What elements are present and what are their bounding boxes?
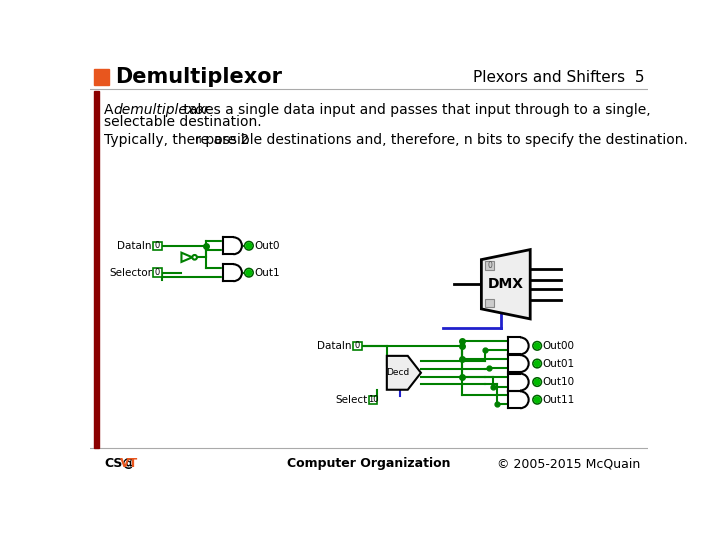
Text: 10: 10	[368, 395, 378, 404]
Text: selectable destination.: selectable destination.	[104, 115, 261, 129]
Bar	[153, 241, 162, 250]
Text: Out10: Out10	[543, 377, 575, 387]
Bar	[353, 342, 361, 350]
Circle shape	[245, 268, 253, 277]
Circle shape	[534, 397, 540, 402]
Circle shape	[534, 361, 540, 366]
Text: takes a single data input and passes that input through to a single,: takes a single data input and passes tha…	[179, 103, 651, 117]
Text: DataIn: DataIn	[318, 341, 352, 351]
Text: Selector: Selector	[109, 268, 152, 278]
Text: possible destinations and, therefore, n bits to specify the destination.: possible destinations and, therefore, n …	[201, 132, 688, 146]
Bar	[485, 261, 494, 269]
Circle shape	[246, 243, 251, 248]
Text: Demultiplexor: Demultiplexor	[114, 67, 282, 87]
Text: Typically, there are 2: Typically, there are 2	[104, 132, 249, 146]
Polygon shape	[387, 356, 421, 390]
Text: A: A	[104, 103, 118, 117]
Text: © 2005-2015 McQuain: © 2005-2015 McQuain	[497, 457, 640, 470]
Bar	[369, 395, 377, 404]
Polygon shape	[508, 355, 528, 372]
Circle shape	[533, 395, 541, 404]
Circle shape	[534, 379, 540, 384]
Bar	[94, 70, 109, 85]
Text: Select: Select	[336, 395, 367, 405]
Polygon shape	[222, 264, 242, 281]
Text: Out0: Out0	[254, 241, 280, 251]
Text: 0: 0	[155, 241, 160, 250]
Circle shape	[192, 255, 197, 260]
Text: Out01: Out01	[543, 359, 575, 369]
Text: Out1: Out1	[254, 268, 280, 278]
Circle shape	[534, 343, 540, 348]
Text: DMX: DMX	[487, 277, 523, 291]
Text: VT: VT	[120, 457, 138, 470]
Text: demultiplexor: demultiplexor	[113, 103, 210, 117]
Circle shape	[533, 378, 541, 386]
Polygon shape	[508, 392, 528, 408]
Polygon shape	[508, 338, 528, 354]
Text: Computer Organization: Computer Organization	[287, 457, 451, 470]
Circle shape	[246, 270, 251, 275]
Bar	[485, 299, 494, 307]
Text: Plexors and Shifters  5: Plexors and Shifters 5	[472, 70, 644, 85]
Text: Out00: Out00	[543, 341, 575, 351]
Circle shape	[245, 241, 253, 250]
Bar	[153, 268, 162, 277]
Text: n: n	[195, 135, 202, 145]
Polygon shape	[181, 253, 192, 262]
Text: 0: 0	[155, 268, 160, 277]
Bar	[94, 91, 99, 448]
Circle shape	[533, 342, 541, 350]
Polygon shape	[222, 237, 242, 254]
Text: DataIn: DataIn	[117, 241, 152, 251]
Text: Out11: Out11	[543, 395, 575, 405]
Polygon shape	[508, 374, 528, 390]
Text: 0: 0	[355, 341, 360, 350]
Polygon shape	[482, 249, 530, 319]
Text: CS@: CS@	[104, 457, 135, 470]
Text: Decd: Decd	[386, 368, 409, 377]
Circle shape	[533, 359, 541, 368]
Text: 0: 0	[487, 261, 492, 270]
